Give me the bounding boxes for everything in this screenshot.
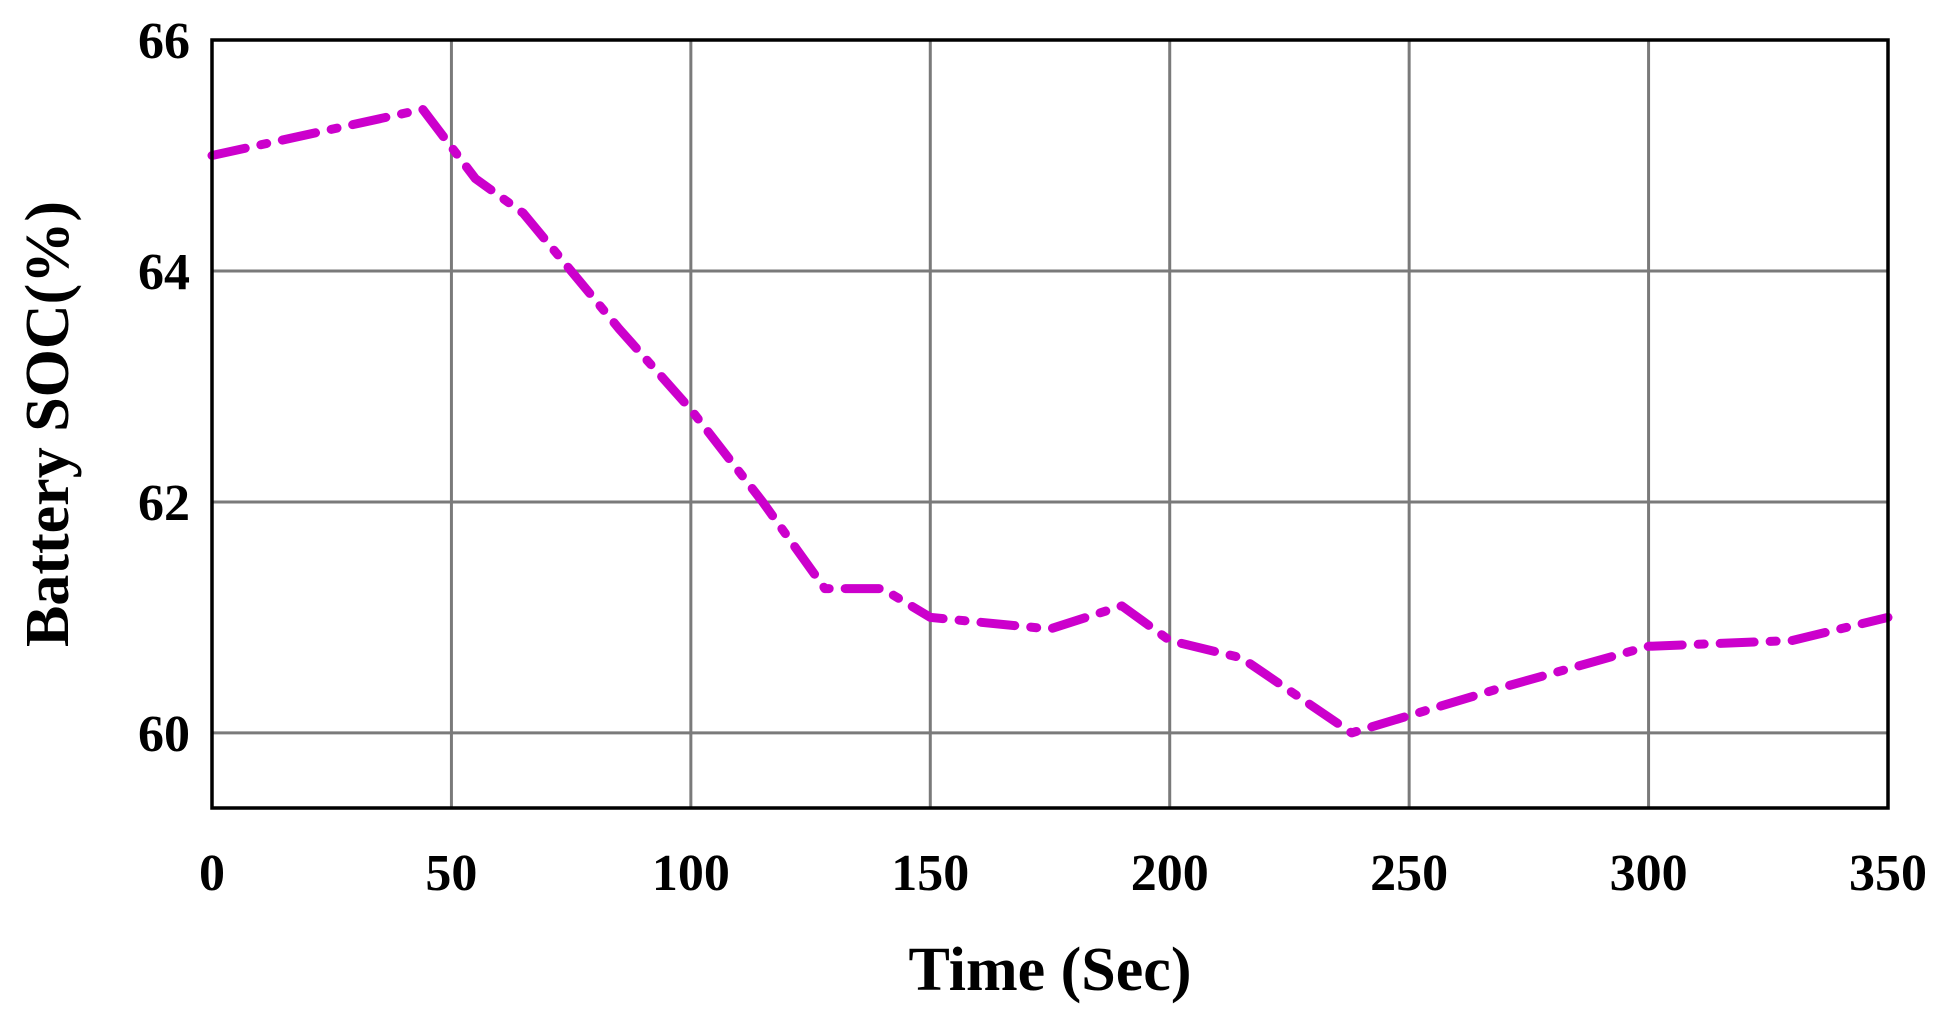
x-tick-label: 250 <box>1370 845 1448 902</box>
x-tick-label: 200 <box>1131 845 1209 902</box>
y-tick-label: 66 <box>138 13 190 70</box>
x-tick-label: 150 <box>891 845 969 902</box>
x-tick-label: 350 <box>1849 845 1927 902</box>
x-tick-label: 0 <box>199 845 225 902</box>
y-tick-label: 64 <box>138 244 190 301</box>
x-axis-label: Time (Sec) <box>909 936 1192 1004</box>
y-tick-label: 60 <box>138 706 190 763</box>
series-line-0 <box>207 104 1893 738</box>
series-layer <box>207 104 1893 738</box>
plot-area-frame <box>210 38 1890 810</box>
y-axis-ticks: 60 62 64 66 <box>138 13 190 763</box>
x-tick-label: 100 <box>652 845 730 902</box>
x-axis-ticks: 0 50 100 150 200 250 300 350 <box>199 845 1927 902</box>
x-tick-label: 300 <box>1610 845 1688 902</box>
y-axis-label: Battery SOC(%) <box>14 201 82 647</box>
y-tick-label: 62 <box>138 475 190 532</box>
x-tick-label: 50 <box>425 845 477 902</box>
grid <box>212 40 1888 808</box>
